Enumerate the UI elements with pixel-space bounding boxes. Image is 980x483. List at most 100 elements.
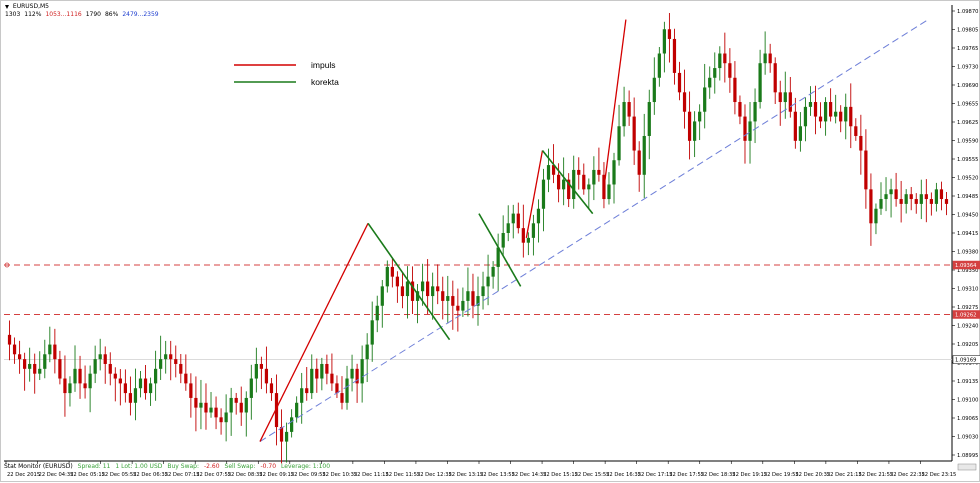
candle-body [492, 267, 495, 277]
price-tick-label: 1.09205 [957, 342, 978, 348]
candle-body [149, 383, 152, 393]
candle-body [633, 117, 636, 151]
candle-body [547, 165, 550, 180]
candle-body [144, 379, 147, 394]
candle-body [814, 102, 817, 117]
candle-body [733, 78, 736, 102]
candle-body [436, 286, 439, 291]
time-tick-label: 22 Dec 09:55 [291, 472, 326, 478]
candle-body [381, 286, 384, 305]
candle-body [562, 180, 565, 190]
price-tick-label: 1.09030 [957, 435, 978, 441]
candle-body [466, 291, 469, 301]
candle-body [28, 364, 31, 369]
candle-body [23, 359, 26, 369]
candle-body [537, 209, 540, 224]
candle-body [73, 369, 76, 384]
candle-body [683, 92, 686, 111]
candle-body [723, 54, 726, 64]
candle-body [391, 267, 394, 277]
candle-body [13, 345, 16, 355]
time-tick-label: 22 Dec 13:55 [480, 472, 515, 478]
time-tick-label: 22 Dec 15:15 [543, 472, 578, 478]
candle-body [441, 291, 444, 301]
candle-body [63, 379, 66, 394]
candle-body [99, 354, 102, 359]
candle-body [522, 228, 525, 243]
candle-body [250, 379, 253, 398]
candle-body [43, 354, 46, 369]
candle-body [78, 369, 81, 384]
candle-body [134, 388, 137, 403]
candle-body [114, 374, 117, 379]
candle-body [421, 282, 424, 292]
candle-body [698, 112, 701, 122]
candle-body [945, 199, 948, 204]
candle-body [230, 398, 233, 413]
time-tick-label: 22 Dec 19:15 [732, 472, 767, 478]
candle-body [325, 364, 328, 374]
price-tick-label: 1.09625 [957, 120, 978, 126]
time-tick-label: 22 Dec 22:35 [890, 472, 925, 478]
price-marker-label: 1.09364 [955, 263, 977, 269]
candle-body [486, 277, 489, 287]
status-item-0: Stat Monitor (EURUSD) [4, 463, 73, 470]
impuls-line [260, 223, 368, 441]
candle-body [738, 102, 741, 117]
time-tick-label: 22 Dec 08:35 [228, 472, 263, 478]
candle-body [839, 112, 842, 122]
candle-body [456, 306, 459, 311]
candle-body [829, 102, 832, 117]
price-tick-label: 1.09450 [957, 213, 978, 219]
candle-body [743, 117, 746, 141]
legend-label-korekta: korekta [311, 77, 339, 87]
candle-body [366, 345, 369, 360]
candle-body [265, 369, 268, 384]
candle-body [194, 398, 197, 408]
candle-body [557, 175, 560, 190]
candle-body [507, 223, 510, 233]
candle-body [386, 267, 389, 286]
candle-body [713, 68, 716, 78]
time-tick-label: 22 Dec 20:35 [795, 472, 830, 478]
candle-body [930, 199, 933, 204]
candle-body [703, 87, 706, 111]
candle-body [461, 301, 464, 311]
candle-body [406, 282, 409, 297]
candle-body [527, 238, 530, 243]
candle-body [305, 388, 308, 393]
candle-body [572, 170, 575, 199]
candle-body [874, 209, 877, 224]
candle-body [38, 369, 41, 374]
candle-body [270, 383, 273, 393]
candle-body [345, 379, 348, 403]
candle-body [693, 121, 696, 140]
time-tick-label: 22 Dec 11:55 [385, 472, 420, 478]
candle-body [728, 63, 731, 78]
candle-body [622, 102, 625, 126]
candle-body [164, 354, 167, 359]
time-tick-label: 22 Dec 07:55 [196, 472, 231, 478]
candle-body [628, 102, 631, 117]
candle-body [109, 364, 112, 374]
candle-body [925, 194, 928, 199]
candle-body [169, 354, 172, 359]
candle-body [889, 189, 892, 194]
candle-body [376, 306, 379, 321]
price-tick-label: 1.09655 [957, 102, 978, 108]
candle-body [94, 359, 97, 374]
candle-body [335, 383, 338, 393]
candle-body [471, 291, 474, 306]
candle-body [617, 126, 620, 160]
candle-body [285, 432, 288, 442]
candle-body [824, 102, 827, 121]
candle-body [718, 54, 721, 69]
time-tick-label: 22 Dec 10:35 [322, 472, 357, 478]
price-tick-label: 1.08995 [957, 453, 978, 459]
candle-body [648, 102, 651, 136]
candle-body [295, 403, 298, 418]
candle-body [612, 160, 615, 184]
candle-body [219, 417, 222, 422]
